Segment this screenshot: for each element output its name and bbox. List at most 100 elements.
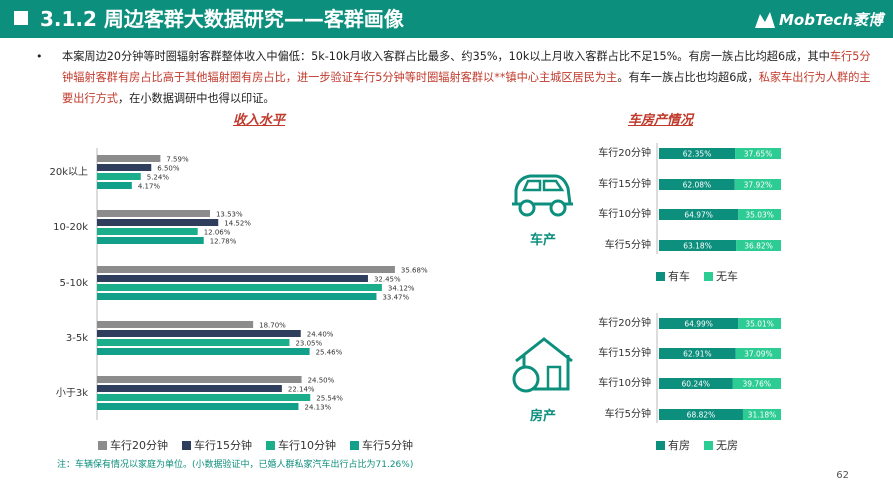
house-value-label: 60.24% xyxy=(681,380,710,389)
income-value-label: 14.52% xyxy=(224,220,251,228)
income-value-label: 6.50% xyxy=(157,165,180,173)
income-bar xyxy=(97,348,310,355)
income-value-label: 25.54% xyxy=(316,395,343,403)
paragraph-part-5: ，在小数据调研中也得以印证。 xyxy=(117,92,275,105)
income-bar xyxy=(97,339,290,346)
house-category-label: 车行5分钟 xyxy=(605,407,651,420)
legend-swatch xyxy=(350,440,359,450)
page-title: 3.1.2 周边客群大数据研究——客群画像 xyxy=(40,7,404,31)
income-legend-item: 车行20分钟 xyxy=(98,437,168,453)
income-bar xyxy=(97,394,311,401)
legend-swatch xyxy=(182,440,191,450)
legend-label: 车行5分钟 xyxy=(362,439,413,452)
house-legend-item: 有房 xyxy=(656,437,690,453)
car-bar-segment xyxy=(734,179,781,190)
income-value-label: 7.59% xyxy=(166,156,189,164)
house-bar-segment xyxy=(659,318,739,329)
page-number: 62 xyxy=(836,470,849,481)
income-bar xyxy=(97,155,161,162)
legend-label: 车行10分钟 xyxy=(278,439,336,452)
income-category-label: 20k以上 xyxy=(49,166,88,178)
footnote: 注：车辆保有情况以家庭为单位。(小数据验证中，已婚人群私家汽车出行占比为71.2… xyxy=(57,460,414,470)
income-value-label: 22.14% xyxy=(288,386,315,394)
car-bar-segment xyxy=(659,209,739,220)
car-legend-item: 无车 xyxy=(704,268,738,284)
legend-label: 无车 xyxy=(716,270,738,283)
bullet-icon: • xyxy=(36,50,43,63)
income-bar xyxy=(97,219,219,226)
income-bar xyxy=(97,284,382,291)
car-value-label: 64.97% xyxy=(684,211,713,220)
house-label: 房产 xyxy=(530,409,557,424)
house-bar-segment xyxy=(659,409,743,420)
paragraph-highlight-1: 车行5分钟辐射客群有房占比高于其他辐射圈有房占比，进一步验证车行5分钟等时圈辐射… xyxy=(62,50,871,84)
legend-swatch xyxy=(656,440,665,450)
income-value-label: 23.05% xyxy=(295,340,322,348)
income-bar xyxy=(97,228,198,235)
car-value-label: 62.08% xyxy=(683,181,712,190)
paragraph-part-1: 本案周边20分钟等时圈辐射客群整体收入中偏低：5k-10k月收入客群占比最多、约… xyxy=(62,50,830,63)
income-value-label: 34.12% xyxy=(388,285,415,293)
car-bar-segment xyxy=(659,148,736,159)
legend-swatch xyxy=(98,440,107,450)
car-bar-segment xyxy=(736,240,781,251)
income-category-label: 10-20k xyxy=(53,222,88,233)
legend-swatch xyxy=(266,440,275,450)
car-value-label: 63.18% xyxy=(683,242,712,251)
income-bar xyxy=(97,210,210,217)
car-legend: 有车 无车 xyxy=(656,268,752,284)
car-value-label: 62.35% xyxy=(683,150,712,159)
car-value-label: 35.03% xyxy=(745,211,774,220)
income-bar xyxy=(97,403,299,410)
paragraph-part-3: 。有车一族占比也均超6成， xyxy=(617,71,759,84)
title-square-icon xyxy=(14,11,28,25)
income-bar xyxy=(97,275,368,282)
car-icon xyxy=(512,174,573,217)
legend-label: 无房 xyxy=(716,439,738,452)
car-house-section-title: 车房产情况 xyxy=(628,113,694,128)
income-category-label: 5-10k xyxy=(60,278,89,289)
legend-swatch xyxy=(704,271,713,281)
car-category-label: 车行20分钟 xyxy=(598,146,651,159)
house-bar-segment xyxy=(735,348,781,359)
house-bar-segment xyxy=(742,409,781,420)
car-label: 车产 xyxy=(530,233,557,248)
income-value-label: 12.06% xyxy=(204,229,231,237)
income-bar xyxy=(97,182,132,189)
income-category-label: 3-5k xyxy=(66,333,88,344)
car-category-label: 车行5分钟 xyxy=(605,238,651,251)
income-value-label: 18.70% xyxy=(259,322,286,330)
house-bar-segment xyxy=(732,378,781,389)
legend-label: 有房 xyxy=(668,439,690,452)
income-value-label: 4.17% xyxy=(138,183,161,191)
house-bar-segment xyxy=(738,318,781,329)
income-bar xyxy=(97,266,395,273)
house-bar-segment xyxy=(659,378,733,389)
income-value-label: 33.47% xyxy=(382,294,409,302)
legend-label: 车行15分钟 xyxy=(194,439,252,452)
house-value-label: 35.01% xyxy=(745,320,774,329)
income-bar xyxy=(97,385,282,392)
legend-swatch xyxy=(704,440,713,450)
header-bar: 3.1.2 周边客群大数据研究——客群画像 MobTech袤博 xyxy=(0,0,893,38)
income-legend-item: 车行5分钟 xyxy=(350,437,413,453)
house-legend: 有房 无房 xyxy=(656,437,752,453)
house-bar-segment xyxy=(659,348,736,359)
legend-label: 车行20分钟 xyxy=(110,439,168,452)
income-bar xyxy=(97,330,301,337)
house-value-label: 62.91% xyxy=(683,350,712,359)
income-value-label: 13.53% xyxy=(216,211,243,219)
mobtech-logo-icon xyxy=(754,12,775,28)
income-bar xyxy=(97,376,302,383)
car-bar-segment xyxy=(738,209,781,220)
house-value-label: 68.82% xyxy=(687,411,716,420)
income-value-label: 25.46% xyxy=(316,349,343,357)
car-category-label: 车行10分钟 xyxy=(598,207,651,220)
income-bar xyxy=(97,293,377,300)
house-category-label: 车行20分钟 xyxy=(598,316,651,329)
car-bar-segment xyxy=(659,240,737,251)
income-legend: 车行20分钟 车行15分钟 车行10分钟 车行5分钟 xyxy=(98,437,427,453)
car-value-label: 37.65% xyxy=(744,150,773,159)
house-value-label: 39.76% xyxy=(742,380,771,389)
